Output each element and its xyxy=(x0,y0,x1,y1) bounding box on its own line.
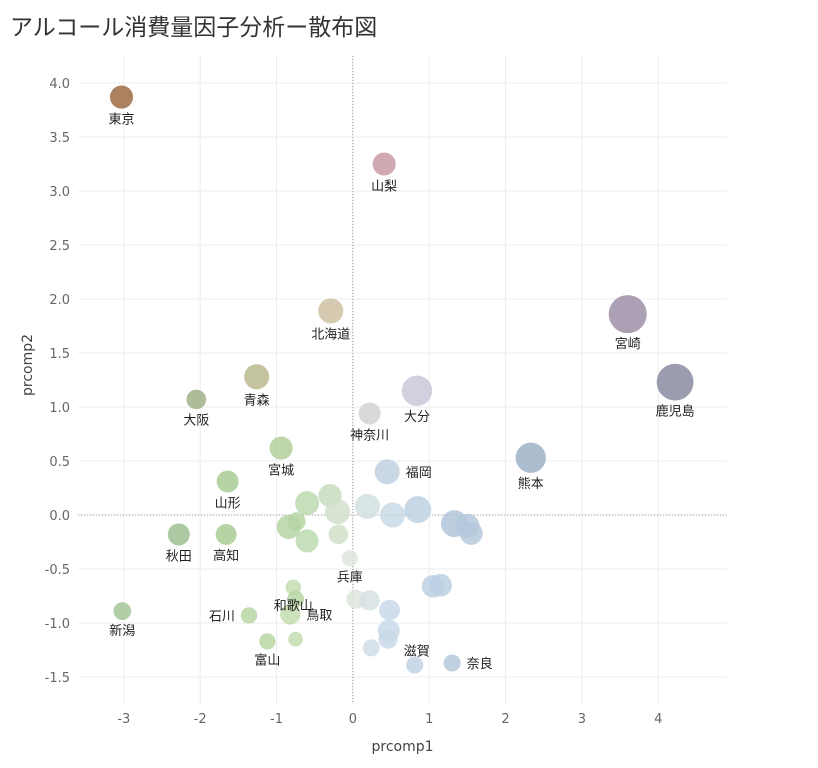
point-label: 大阪 xyxy=(183,413,209,428)
point-label: 鳥取 xyxy=(306,608,332,623)
point-label: 宮崎 xyxy=(615,336,641,352)
point-label: 青森 xyxy=(244,393,270,408)
data-point[interactable] xyxy=(656,363,694,401)
data-point[interactable] xyxy=(459,521,483,545)
data-point[interactable] xyxy=(288,631,303,647)
data-point[interactable] xyxy=(372,152,396,176)
data-point[interactable] xyxy=(287,590,305,608)
y-axis-label: prcomp2 xyxy=(20,334,36,396)
point-label: 高知 xyxy=(213,548,239,564)
y-tick-label: 4.0 xyxy=(49,77,70,92)
x-tick-label: -2 xyxy=(194,712,207,727)
data-point[interactable] xyxy=(608,295,647,334)
y-tick-label: 1.5 xyxy=(49,347,70,362)
point-label: 熊本 xyxy=(518,476,544,492)
data-point[interactable] xyxy=(358,402,381,425)
data-point[interactable] xyxy=(167,523,190,546)
chart-title: アルコール消費量因子分析ー散布図 xyxy=(10,15,378,41)
x-tick-label: 2 xyxy=(501,712,509,727)
x-axis-label: prcomp1 xyxy=(371,739,433,755)
data-point[interactable] xyxy=(269,436,293,460)
point-label: 奈良 xyxy=(467,656,493,672)
data-point[interactable] xyxy=(259,633,276,650)
x-tick-label: 1 xyxy=(425,712,433,727)
data-point[interactable] xyxy=(295,529,319,553)
data-point[interactable] xyxy=(359,590,380,611)
y-tick-label: 3.0 xyxy=(49,185,70,200)
data-point[interactable] xyxy=(362,639,380,657)
y-tick-label: 0.5 xyxy=(49,455,70,470)
data-point[interactable] xyxy=(443,654,461,672)
point-label: 神奈川 xyxy=(350,428,389,443)
point-label: 福岡 xyxy=(406,466,432,481)
grid xyxy=(78,56,727,704)
x-tick-label: -3 xyxy=(117,712,130,727)
data-point[interactable] xyxy=(515,442,546,473)
data-point[interactable] xyxy=(341,550,358,567)
data-point[interactable] xyxy=(380,502,406,528)
point-label: 山形 xyxy=(215,497,241,512)
data-point[interactable] xyxy=(404,496,432,524)
y-tick-label: 1.0 xyxy=(49,401,70,416)
data-point[interactable] xyxy=(287,512,306,531)
point-label: 大分 xyxy=(404,410,430,425)
point-label: 東京 xyxy=(109,112,135,128)
zero-lines xyxy=(78,56,727,704)
point-label: 兵庫 xyxy=(337,570,363,585)
data-point[interactable] xyxy=(379,599,400,621)
y-tick-label: 0.0 xyxy=(49,509,70,524)
y-tick-label: -0.5 xyxy=(45,563,70,578)
y-tick-label: -1.0 xyxy=(45,617,70,632)
point-label: 山梨 xyxy=(371,180,397,195)
data-point[interactable] xyxy=(374,459,400,485)
data-point[interactable] xyxy=(280,604,301,625)
point-label: 新潟 xyxy=(109,623,135,639)
axis-ticks: -3 -2 -1 0 1 2 3 4 -1.5 -1.0 -0.5 0.0 0.5 1.0 1.5 2.0 2.… xyxy=(45,77,663,727)
point-label: 北海道 xyxy=(311,327,350,342)
point-label: 鹿児島 xyxy=(656,404,695,420)
data-point[interactable] xyxy=(401,375,433,406)
point-label: 宮城 xyxy=(268,463,294,479)
y-tick-label: 2.0 xyxy=(49,293,70,308)
data-point[interactable] xyxy=(109,85,134,109)
point-label: 富山 xyxy=(254,653,280,669)
x-tick-label: 0 xyxy=(349,712,357,727)
data-point[interactable] xyxy=(325,499,351,525)
data-point[interactable] xyxy=(240,607,258,624)
data-point[interactable] xyxy=(295,491,320,516)
point-label: 和歌山 xyxy=(274,599,313,614)
point-label: 石川 xyxy=(209,609,235,624)
x-tick-label: -1 xyxy=(270,712,283,727)
point-label: 滋賀 xyxy=(404,645,430,660)
data-point[interactable] xyxy=(328,524,349,545)
y-tick-label: 2.5 xyxy=(49,239,70,254)
x-tick-label: 3 xyxy=(578,712,586,727)
data-point[interactable] xyxy=(354,493,380,519)
data-points xyxy=(109,85,694,674)
data-point[interactable] xyxy=(406,656,424,674)
x-tick-label: 4 xyxy=(654,712,662,727)
y-tick-label: -1.5 xyxy=(45,671,70,686)
data-point[interactable] xyxy=(216,470,239,493)
data-point[interactable] xyxy=(429,573,452,597)
y-tick-label: 3.5 xyxy=(49,131,70,146)
data-point[interactable] xyxy=(318,298,344,324)
data-point[interactable] xyxy=(113,602,132,620)
point-label: 秋田 xyxy=(166,549,192,564)
data-point[interactable] xyxy=(244,364,270,390)
data-point[interactable] xyxy=(215,524,237,545)
data-point[interactable] xyxy=(378,629,398,649)
data-point[interactable] xyxy=(186,389,207,410)
